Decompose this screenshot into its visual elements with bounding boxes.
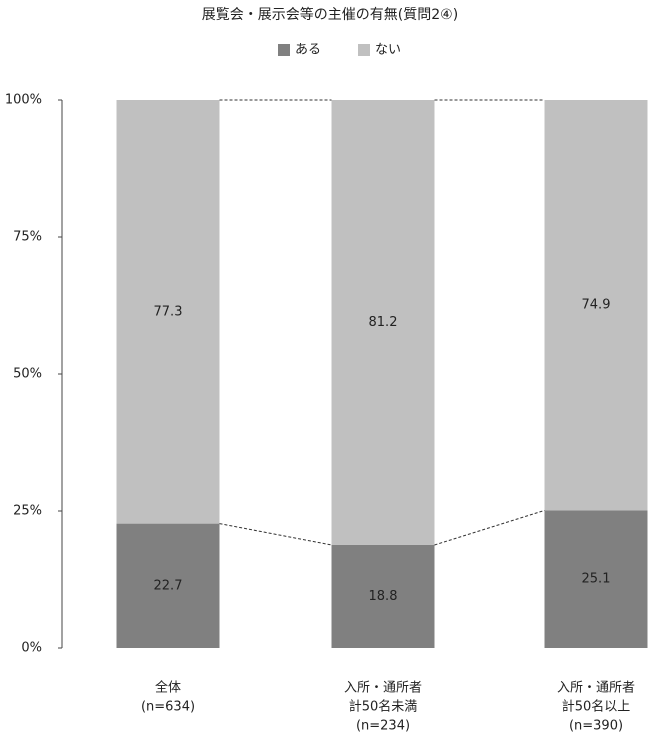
x-tick-label: 計50名未満 (349, 699, 418, 715)
x-tick-label: 計50名以上 (562, 699, 631, 715)
chart-title: 展覧会・展示会等の主催の有無(質問2④) (202, 6, 458, 23)
bar-segment (331, 100, 435, 545)
series-line (434, 509, 545, 546)
value-label: 22.7 (154, 578, 183, 593)
y-tick-label: 25% (13, 504, 42, 519)
bar-segment (544, 100, 648, 511)
legend-swatch (358, 44, 370, 56)
y-tick-label: 0% (21, 641, 42, 656)
value-label: 81.2 (369, 315, 398, 330)
legend-swatch (278, 44, 290, 56)
x-tick-label: 入所・通所者 (557, 681, 635, 696)
y-tick-label: 75% (13, 230, 42, 245)
x-tick-label: (n=390) (569, 719, 623, 734)
value-label: 25.1 (582, 572, 611, 587)
x-tick-label: 全体 (155, 680, 181, 696)
value-label: 74.9 (582, 298, 611, 313)
bar-segment (116, 100, 220, 524)
value-label: 77.3 (154, 304, 183, 319)
series-line (219, 523, 332, 546)
y-tick-label: 50% (13, 367, 42, 382)
legend-label: ある (295, 43, 321, 58)
x-tick-label: (n=634) (141, 700, 195, 715)
x-tick-label: (n=234) (356, 719, 410, 734)
x-tick-label: 入所・通所者 (344, 681, 422, 696)
value-label: 18.8 (369, 589, 398, 604)
legend-label: ない (375, 43, 401, 58)
y-tick-label: 100% (5, 93, 42, 108)
bar-segment (331, 544, 435, 648)
bar-segment (116, 523, 220, 648)
bar-segment (544, 510, 648, 648)
